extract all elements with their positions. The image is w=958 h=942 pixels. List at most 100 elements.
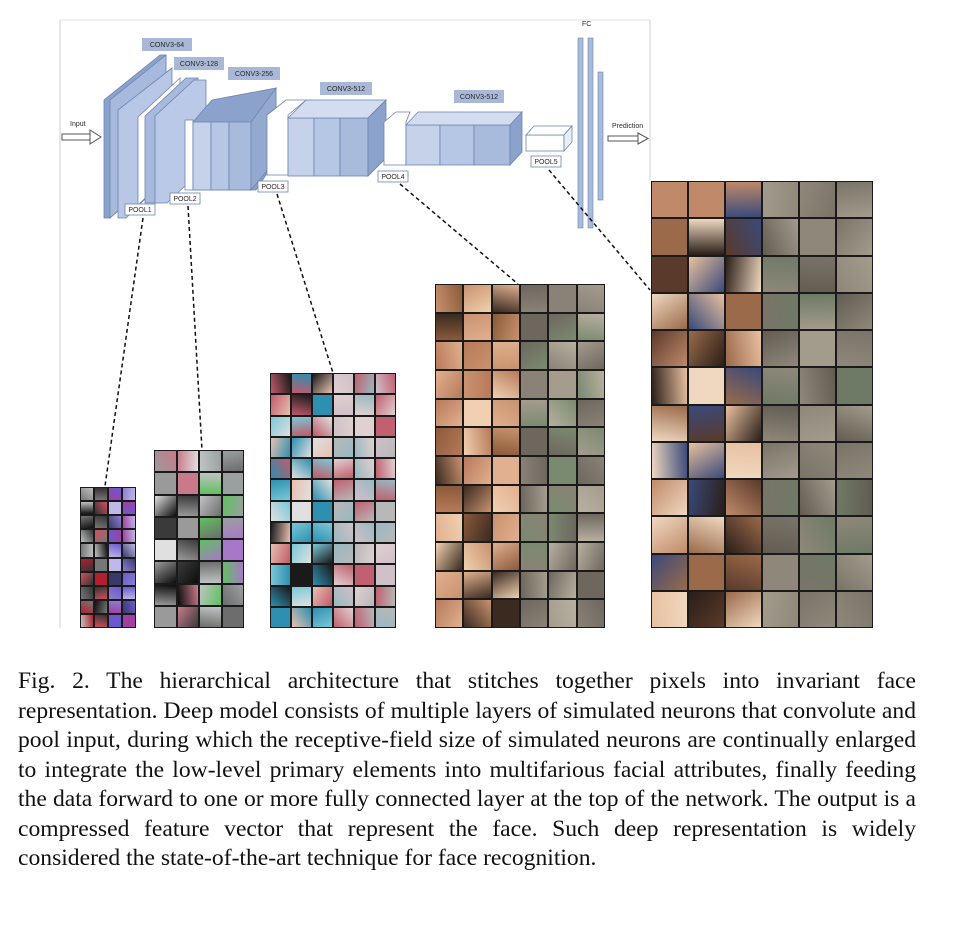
feature-tile: [762, 441, 799, 479]
conv-label-2: CONV3-128: [180, 61, 218, 68]
feature-tile: [333, 585, 354, 607]
feature-tile: [435, 599, 464, 628]
feature-tile: [520, 427, 549, 456]
feature-tile: [688, 292, 725, 330]
conv-label-1: CONV3-64: [150, 42, 184, 49]
feature-tile: [312, 606, 333, 628]
feature-tile: [491, 369, 520, 399]
feature-tile: [725, 404, 762, 442]
feature-tile: [520, 513, 549, 542]
feature-tile: [154, 539, 177, 562]
pool-label-3: POOL3: [261, 184, 284, 191]
feature-tile: [122, 585, 136, 600]
output-arrow: [607, 132, 650, 145]
conv-label-5: CONV3-512: [460, 94, 498, 101]
feature-tile: [80, 585, 94, 600]
feature-tile: [154, 472, 177, 495]
feature-tile: [375, 479, 396, 501]
figure-caption: Fig. 2. The hierarchical architecture th…: [18, 668, 916, 871]
feature-tile: [435, 455, 464, 485]
pool5-block: [525, 124, 573, 153]
conv-label-3: CONV3-256: [235, 71, 273, 78]
feature-tile: [80, 557, 94, 572]
feature-tile: [154, 516, 177, 539]
feature-tile: [762, 330, 799, 368]
feature-tile: [725, 367, 762, 405]
feature-tile: [291, 479, 312, 501]
feature-tile: [435, 541, 464, 571]
feature-tile: [291, 373, 312, 395]
feature-tile: [762, 516, 799, 554]
feature-tile: [354, 521, 375, 543]
feature-tile: [548, 398, 577, 428]
feature-tile: [333, 394, 354, 416]
feature-tile: [333, 479, 354, 501]
feature-tile: [725, 292, 762, 330]
feature-tile: [375, 521, 396, 543]
feature-tile: [725, 590, 762, 628]
feature-tile: [836, 479, 873, 517]
feature-tile: [94, 529, 108, 544]
pool-label-4: POOL4: [381, 174, 404, 181]
feature-tile: [375, 500, 396, 522]
feature-tile: [576, 484, 605, 514]
feature-tile: [375, 564, 396, 586]
feature-tile: [491, 398, 520, 428]
feature-tile: [291, 564, 312, 586]
feature-tile: [576, 427, 605, 456]
feature-tile: [651, 516, 688, 554]
feature-tile: [122, 501, 136, 516]
feature-tile: [548, 599, 577, 628]
feature-tile: [688, 553, 725, 591]
feature-tile: [688, 218, 725, 256]
feature-tile: [725, 330, 762, 368]
feature-tile: [333, 521, 354, 543]
feature-tile: [435, 369, 464, 399]
feature-tile: [312, 543, 333, 565]
feature-tile: [199, 450, 222, 473]
feature-tile: [291, 521, 312, 543]
feature-tile: [354, 500, 375, 522]
feature-tile: [375, 394, 396, 416]
feature-tile: [221, 539, 244, 562]
feature-tile: [688, 181, 725, 219]
feature-tile: [108, 487, 122, 502]
feature-tile: [520, 312, 549, 342]
feature-tile: [354, 394, 375, 416]
feature-tile: [291, 394, 312, 416]
feature-tile: [688, 330, 725, 368]
feature-tile: [291, 436, 312, 458]
feature-tile: [354, 564, 375, 586]
feature-tile: [836, 292, 873, 330]
feature-tile: [312, 585, 333, 607]
feature-tile: [651, 553, 688, 591]
feature-tile: [312, 521, 333, 543]
feature-tile: [122, 515, 136, 530]
feature-tile: [836, 255, 873, 293]
feature-tile: [176, 583, 199, 606]
feature-tile: [94, 599, 108, 614]
feature-tile: [836, 441, 873, 479]
feature-tile: [576, 513, 605, 542]
feature-tile: [463, 427, 492, 456]
feature-tile: [435, 484, 464, 514]
input-arrow: [61, 129, 102, 145]
feature-tile: [836, 367, 873, 405]
feature-tile: [270, 606, 291, 628]
feature-tile: [312, 394, 333, 416]
feature-tile: [762, 404, 799, 442]
feature-tile: [354, 415, 375, 437]
feature-tile: [762, 218, 799, 256]
feature-tile: [108, 571, 122, 586]
feature-tile: [651, 441, 688, 479]
feature-tile: [312, 479, 333, 501]
feature-tile: [94, 543, 108, 558]
feature-tile: [725, 516, 762, 554]
feature-tile: [836, 330, 873, 368]
feature-tile: [435, 341, 464, 370]
feature-tile: [375, 585, 396, 607]
feature-tile: [122, 487, 136, 502]
feature-tile: [836, 181, 873, 219]
feature-tile: [548, 369, 577, 399]
feature-tile: [725, 553, 762, 591]
